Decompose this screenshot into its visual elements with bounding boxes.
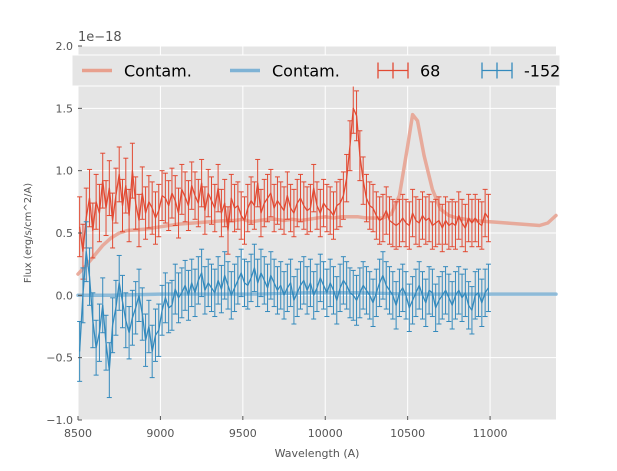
legend-box (71, 54, 561, 87)
data-series (77, 82, 491, 399)
axis-offset-text: 1e−18 (78, 30, 122, 45)
y-tick-label: 0.0 (56, 289, 74, 302)
x-tick-label: 9500 (229, 427, 257, 440)
gridlines (77, 45, 556, 421)
legend-label: Contam. (272, 62, 340, 81)
legend-entry: -152 (481, 62, 560, 81)
x-tick-label: 10000 (308, 427, 343, 440)
x-axis-label: Wavelength (A) (275, 447, 360, 460)
contam-line-blue (76, 291, 558, 298)
legend: Contam. Contam. 68 -152 (71, 54, 561, 87)
y-tick-label: 0.5 (56, 227, 74, 240)
y-tick-label: 1.5 (56, 102, 74, 115)
x-tick-label: 11000 (473, 427, 508, 440)
series-line-68 (78, 107, 489, 253)
legend-entry: Contam. (230, 62, 340, 81)
y-tick-label: −0.5 (46, 352, 73, 365)
x-tick-label: 10500 (390, 427, 425, 440)
series--152 (77, 221, 491, 399)
legend-entry: 68 (377, 62, 440, 81)
x-tick-label: 9000 (146, 427, 174, 440)
legend-label: Contam. (124, 62, 192, 81)
y-tick-label: 2.0 (56, 40, 74, 53)
series-line--152 (78, 251, 489, 371)
x-tick-label: 8500 (64, 427, 92, 440)
legend-label: -152 (524, 62, 560, 81)
y-tick-label: −1.0 (46, 414, 73, 427)
series-68 (77, 82, 491, 280)
legend-entry: Contam. (82, 62, 192, 81)
axis-ticks: 8500 9000 9500 10000 10500 11000 −1.0 −0.5 0.0 0.… (46, 40, 507, 440)
legend-label: 68 (420, 62, 440, 81)
y-tick-label: 1.0 (56, 165, 74, 178)
y-axis-label: Flux (erg/s/cm^2/A) (23, 183, 34, 283)
